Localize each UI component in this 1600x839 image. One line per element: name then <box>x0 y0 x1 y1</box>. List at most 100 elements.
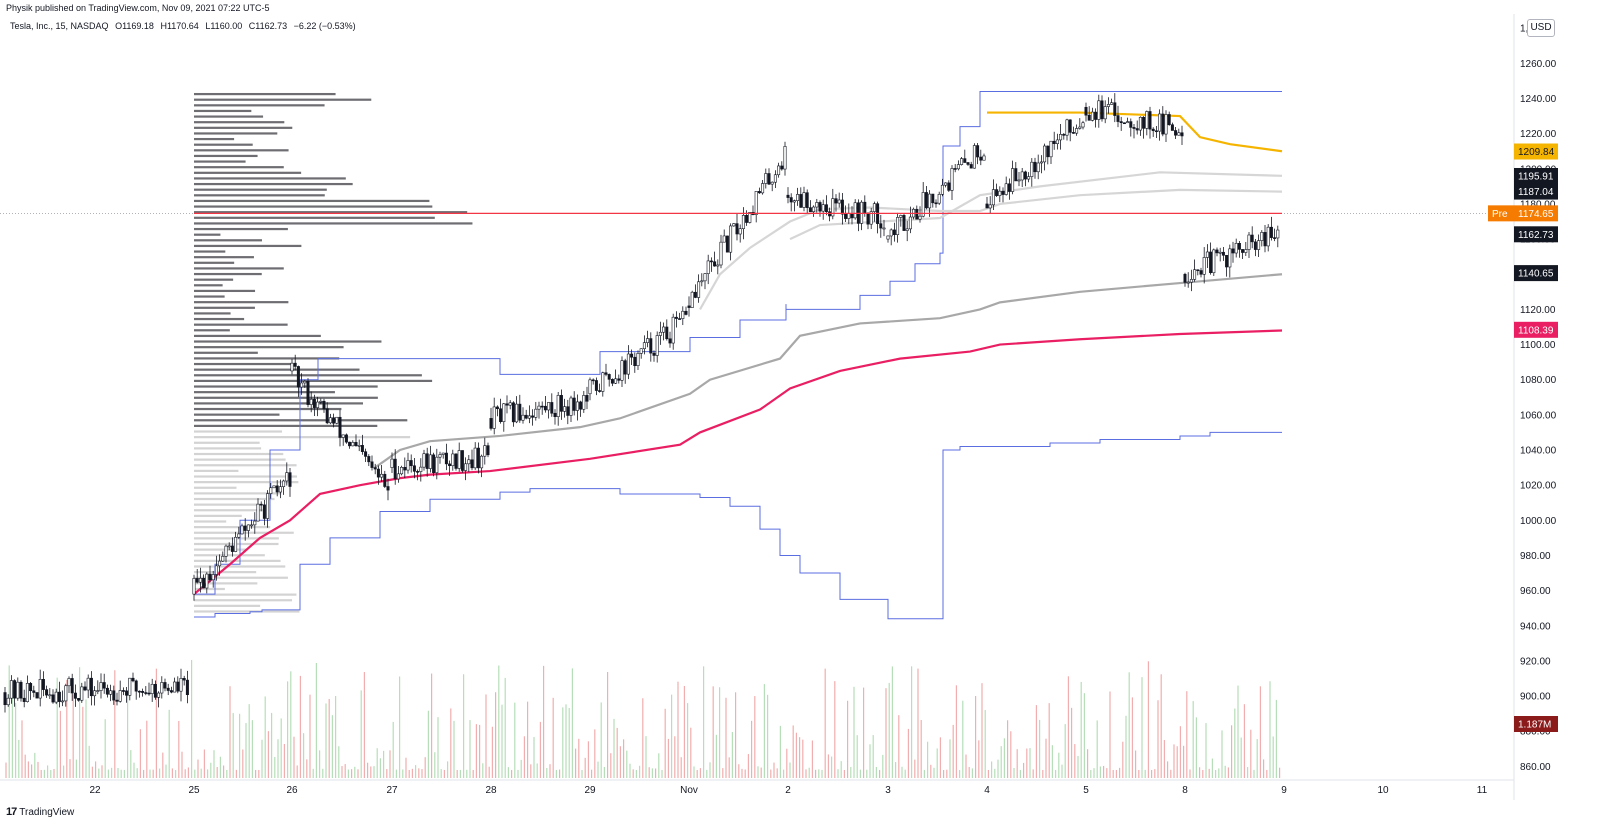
time-axis-label: 3 <box>885 785 891 796</box>
candle-body <box>915 209 919 220</box>
candle <box>438 451 442 464</box>
candle-body <box>386 486 390 491</box>
candle <box>383 470 387 489</box>
candle <box>1180 125 1184 145</box>
candle <box>464 457 468 481</box>
candle <box>243 518 247 541</box>
candle-body <box>214 565 218 575</box>
candle <box>1273 228 1277 242</box>
candle <box>316 396 320 417</box>
candle-body <box>137 690 141 693</box>
candle-body <box>1186 281 1190 284</box>
price-axis[interactable]: 1260.001240.001220.001200.001180.001160.… <box>1520 24 1557 773</box>
candle-body <box>614 378 618 384</box>
candle-body <box>1183 273 1187 283</box>
candle <box>594 377 598 396</box>
candle <box>1148 106 1152 139</box>
candle <box>380 465 384 482</box>
candle-body <box>534 408 538 418</box>
volume-bars <box>5 660 1281 778</box>
legend-symbol[interactable]: Tesla, Inc., 15, NASDAQ <box>10 21 109 31</box>
candle-body <box>176 681 180 692</box>
legend-low: L1160.00 <box>205 21 243 31</box>
profile-bar <box>194 115 264 118</box>
candle-body <box>985 203 989 209</box>
symbol-legend[interactable]: Tesla, Inc., 15, NASDAQ O1169.18 H1170.6… <box>10 21 360 31</box>
candle <box>985 197 989 209</box>
candle <box>1122 122 1126 125</box>
candle-body <box>293 362 297 367</box>
candle <box>70 673 74 701</box>
candle <box>262 499 266 526</box>
candle-body <box>86 677 90 691</box>
candle <box>722 229 726 243</box>
volume-tag-box <box>1514 716 1558 732</box>
candle-body <box>1027 176 1031 180</box>
candle-body <box>1068 119 1072 133</box>
currency-button[interactable]: USD <box>1527 19 1555 37</box>
candle <box>950 165 954 201</box>
candle-body <box>218 560 222 567</box>
profile-bar <box>194 413 280 416</box>
candle <box>915 205 919 220</box>
candle-body <box>1011 168 1015 192</box>
candle-body <box>805 192 809 208</box>
candle <box>128 677 132 701</box>
candle-body <box>22 697 26 702</box>
candle-body <box>157 692 161 698</box>
candle <box>1087 106 1091 121</box>
upper-band-line <box>194 90 1282 595</box>
candle-body <box>406 460 410 471</box>
price-tag: 1187.04 <box>1514 183 1558 200</box>
candle <box>1218 247 1222 262</box>
time-axis[interactable]: 22 25 26 27 28 29 Nov 2 3 4 5 8 9 10 11 <box>89 785 1487 796</box>
candle <box>338 409 342 447</box>
candle-body <box>633 356 637 367</box>
candle-body <box>141 690 145 693</box>
candle <box>147 682 151 696</box>
profile-bar <box>194 284 223 287</box>
price-tag-text: 1108.39 <box>1518 325 1554 336</box>
candle-body <box>309 398 313 405</box>
candle-body <box>824 204 828 212</box>
price-axis-label: 1040.00 <box>1520 446 1557 457</box>
candle-body <box>45 689 49 696</box>
candle-body <box>290 362 294 372</box>
candle-body <box>19 681 23 699</box>
profile-bar <box>194 503 258 506</box>
profile-bar <box>194 211 468 214</box>
time-axis-label: 26 <box>286 785 298 796</box>
candle-body <box>896 217 900 235</box>
candle <box>169 686 173 694</box>
time-axis-label: 28 <box>485 785 497 796</box>
candle-body <box>709 260 713 263</box>
tradingview-logo[interactable]: 17 TradingView <box>6 806 74 818</box>
profile-bar <box>194 250 226 253</box>
candle-body <box>432 454 436 474</box>
candle <box>1189 269 1193 292</box>
profile-bar <box>194 182 353 186</box>
candle-body <box>966 162 970 165</box>
candle-body <box>931 193 935 204</box>
candle-body <box>690 291 694 308</box>
candle-body <box>502 403 506 422</box>
candle-body <box>344 434 348 443</box>
candle <box>1049 140 1053 164</box>
candle <box>716 259 720 275</box>
candle <box>693 284 697 299</box>
candle-body <box>237 533 241 538</box>
candle-body <box>250 524 254 527</box>
candle-body <box>1039 161 1043 164</box>
candle-body <box>451 453 455 467</box>
candle <box>1177 128 1181 136</box>
candle-body <box>921 192 925 217</box>
candle-body <box>202 577 206 589</box>
candle-body <box>125 690 129 696</box>
candle-body <box>1193 269 1197 280</box>
candle <box>995 183 999 197</box>
candle-body <box>671 316 675 344</box>
candle <box>376 465 380 485</box>
candle-body <box>729 225 733 253</box>
price-axis-label: 900.00 <box>1520 692 1551 703</box>
